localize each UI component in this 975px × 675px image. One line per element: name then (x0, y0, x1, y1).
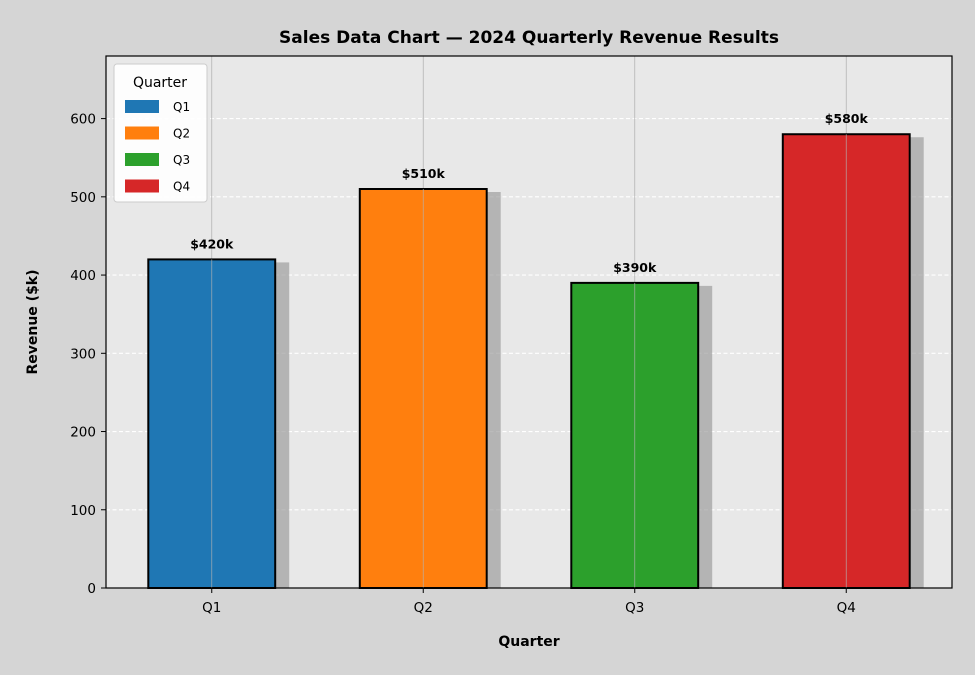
data-label: $580k (825, 111, 869, 126)
x-tick-label: Q2 (414, 600, 433, 616)
data-label: $390k (613, 260, 657, 275)
legend-label: Q3 (173, 153, 190, 167)
y-tick-label: 0 (87, 581, 96, 597)
y-tick-label: 200 (70, 425, 96, 441)
chart-title: Sales Data Chart — 2024 Quarterly Revenu… (279, 28, 779, 48)
legend-swatch-q1 (125, 100, 159, 113)
legend-box (113, 63, 208, 203)
plot-frame (105, 55, 953, 589)
y-axis-ticks: 0 100 200 300 400 500 600 (70, 112, 106, 597)
x-tick-label: Q1 (202, 600, 221, 616)
x-axis-label: Quarter (498, 634, 559, 650)
legend-swatch-q3 (125, 153, 159, 166)
y-tick-label: 400 (70, 268, 96, 284)
data-label: $420k (190, 236, 234, 251)
y-tick-label: 100 (70, 503, 96, 519)
data-labels: $420k $510k $390k $580k (190, 111, 868, 275)
legend-swatch-q2 (125, 126, 159, 140)
y-tick-label: 600 (70, 112, 96, 128)
y-tick-label: 500 (70, 190, 96, 206)
bars (147, 133, 911, 589)
legend-title: Quarter (133, 75, 187, 91)
y-tick-label: 300 (70, 346, 96, 362)
x-tick-label: Q4 (837, 600, 856, 616)
x-tick-label: Q3 (625, 600, 644, 616)
legend: Quarter Q1 Q2 Q3 Q4 (113, 63, 208, 203)
legend-swatch-q4 (125, 179, 159, 193)
legend-label: Q2 (173, 127, 190, 141)
legend-entries: Q1 Q2 Q3 Q4 (125, 100, 190, 194)
data-label: $510k (402, 166, 446, 181)
legend-label: Q1 (173, 100, 190, 114)
x-axis-ticks: Q1 Q2 Q3 Q4 (202, 588, 856, 616)
legend-label: Q4 (173, 180, 190, 194)
y-axis-label: Revenue ($k) (25, 269, 41, 374)
